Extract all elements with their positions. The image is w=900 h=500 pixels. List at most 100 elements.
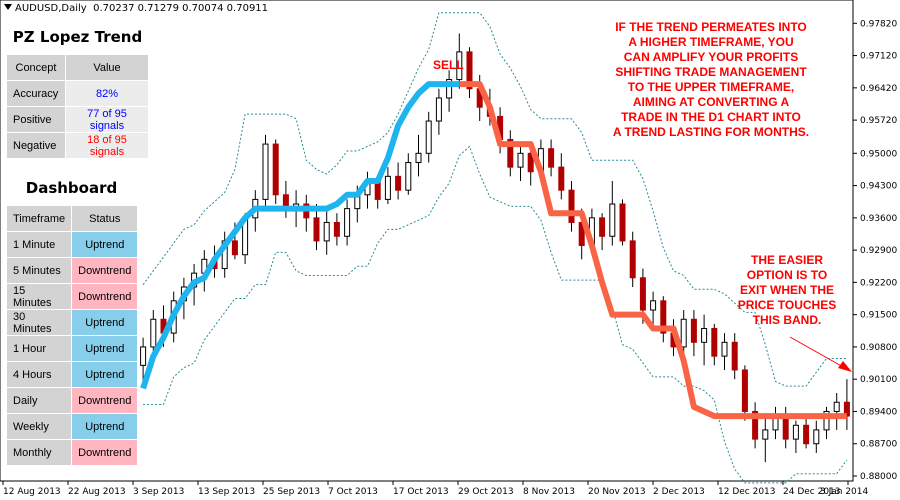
y-tick-label: 0.91500	[860, 311, 897, 321]
timeframe-cell: 1 Minute	[5, 231, 73, 258]
candle-bull	[344, 208, 351, 237]
dashboard-row: 1 Minute Uptrend	[5, 231, 139, 258]
y-tick-label: 0.92900	[860, 246, 897, 256]
candle-bull	[517, 152, 524, 168]
candle-bull	[405, 162, 412, 191]
note-line: A TREND LASTING FOR MONTHS.	[612, 125, 810, 139]
note-line: EXIT WHEN THE	[739, 283, 834, 297]
uptrend-line	[140, 81, 460, 390]
pz-lopez-panel: PZ Lopez Trend Concept Value Accuracy 82%…	[6, 22, 149, 159]
concept-cell: Negative	[6, 132, 66, 159]
dashboard-row: 5 Minutes Downtrend	[5, 257, 139, 284]
stats-table: Concept Value Accuracy 82% Positive 77 of 9…	[6, 54, 149, 159]
value-cell: 77 of 95 signals	[65, 106, 149, 133]
x-tick-label: 25 Sep 2013	[263, 487, 320, 497]
x-tick-label: 29 Oct 2013	[458, 487, 514, 497]
dropdown-arrow-icon[interactable]	[4, 4, 12, 10]
chart-header: AUDUSD,Daily 0.70237 0.71279 0.70074 0.7…	[4, 3, 268, 14]
note-line: THIS BAND.	[752, 313, 822, 327]
dashboard-row: Daily Downtrend	[5, 387, 139, 414]
lower-band	[143, 145, 848, 484]
note-line: IF THE TREND PERMEATES INTO	[615, 20, 807, 34]
header-concept: Concept	[6, 54, 66, 81]
dashboard-title: Dashboard	[25, 179, 118, 197]
price-axis: 0.97820 0.97120 0.96420 0.95720 0.95000 0.943…	[853, 19, 897, 482]
x-tick-label: 3 Jan 2014	[820, 487, 868, 497]
candle-bull	[609, 203, 616, 237]
candle-bull	[150, 318, 157, 348]
dashboard-row: 1 Hour Uptrend	[5, 335, 139, 362]
candle-bear	[690, 318, 697, 343]
status-cell: Uptrend	[71, 413, 139, 440]
candle-bull	[425, 120, 432, 154]
candle-bull	[762, 429, 769, 440]
dashboard-row: 30 Minutes Uptrend	[5, 309, 139, 336]
header-timeframe: Timeframe	[5, 205, 73, 232]
status-cell: Uptrend	[71, 231, 139, 258]
y-tick-label: 0.88700	[860, 440, 897, 450]
timeframe-cell: 4 Hours	[5, 361, 73, 388]
candle-bear	[313, 217, 320, 242]
candle-bear	[395, 175, 402, 191]
dashboard-row: 15 Minutes Downtrend	[5, 283, 139, 310]
panel-title: PZ Lopez Trend	[12, 28, 143, 46]
candle-bull	[701, 327, 708, 343]
candle-bull	[262, 143, 269, 200]
x-tick-label: 12 Dec 2013	[718, 487, 776, 497]
concept-cell: Positive	[6, 106, 66, 133]
note-line: OPTION IS TO	[746, 268, 828, 282]
y-tick-label: 0.96420	[860, 84, 897, 94]
timeframe-cell: 30 Minutes	[5, 309, 73, 336]
header-status: Status	[71, 205, 139, 232]
note-line: SHIFTING TRADE MANAGEMENT	[615, 65, 807, 79]
candle-bear	[741, 369, 748, 412]
note-line: PRICE TOUCHES	[737, 298, 837, 312]
candle-bear	[548, 148, 555, 168]
candle-bear	[272, 143, 279, 196]
status-cell: Downtrend	[71, 439, 139, 466]
x-tick-label: 3 Sep 2013	[133, 487, 184, 497]
y-tick-label: 0.93600	[860, 214, 897, 224]
candle-bull	[435, 97, 442, 122]
value-cell: 82%	[65, 80, 149, 107]
downtrend-line	[459, 81, 847, 420]
dashboard-table: Timeframe Status 1 Minute Uptrend 5 Minute…	[5, 205, 139, 466]
candle-bear	[231, 240, 238, 256]
status-cell: Uptrend	[71, 335, 139, 362]
note-line: AIMING AT CONVERTING A	[632, 95, 790, 109]
concept-cell: Accuracy	[6, 80, 66, 107]
note-line: THE EASIER	[750, 253, 823, 267]
candle-bear	[599, 217, 606, 237]
pointer-arrow	[789, 336, 852, 372]
candle-bear	[527, 152, 534, 173]
dashboard-panel: Dashboard Timeframe Status 1 Minute Uptre…	[5, 175, 139, 466]
candle-bear	[466, 51, 473, 90]
y-tick-label: 0.97820	[860, 19, 897, 29]
note-line: TRADE IN THE D1 CHART INTO	[621, 110, 801, 124]
stats-row: Accuracy 82%	[6, 80, 149, 107]
dashboard-row: 4 Hours Uptrend	[5, 361, 139, 388]
y-tick-label: 0.95000	[860, 149, 897, 159]
y-tick-label: 0.90100	[860, 375, 897, 385]
trend-note: IF THE TREND PERMEATES INTO A HIGHER TIME…	[592, 20, 830, 140]
y-tick-label: 0.94300	[860, 182, 897, 192]
note-line: A HIGHER TIMEFRAME, YOU	[628, 35, 794, 49]
candle-bear	[568, 189, 575, 223]
time-axis: 12 Aug 2013 22 Aug 2013 3 Sep 2013 13 Sep 2…	[2, 481, 868, 497]
candle-bear	[660, 300, 667, 334]
x-tick-label: 20 Nov 2013	[588, 487, 646, 497]
candle-bull	[650, 300, 657, 311]
status-cell: Downtrend	[71, 257, 139, 284]
ohlc-values: 0.70237 0.71279 0.70074 0.70911	[93, 3, 269, 14]
candle-bull	[415, 152, 422, 164]
status-cell: Downtrend	[71, 387, 139, 414]
candle-bear	[629, 240, 636, 279]
timeframe-cell: Weekly	[5, 413, 73, 440]
timeframe-cell: 5 Minutes	[5, 257, 73, 284]
dashboard-row: Monthly Downtrend	[5, 439, 139, 466]
candle-bull	[384, 175, 391, 200]
timeframe-cell: 15 Minutes	[5, 283, 73, 310]
x-tick-label: 17 Oct 2013	[393, 487, 449, 497]
candle-bull	[323, 221, 330, 242]
